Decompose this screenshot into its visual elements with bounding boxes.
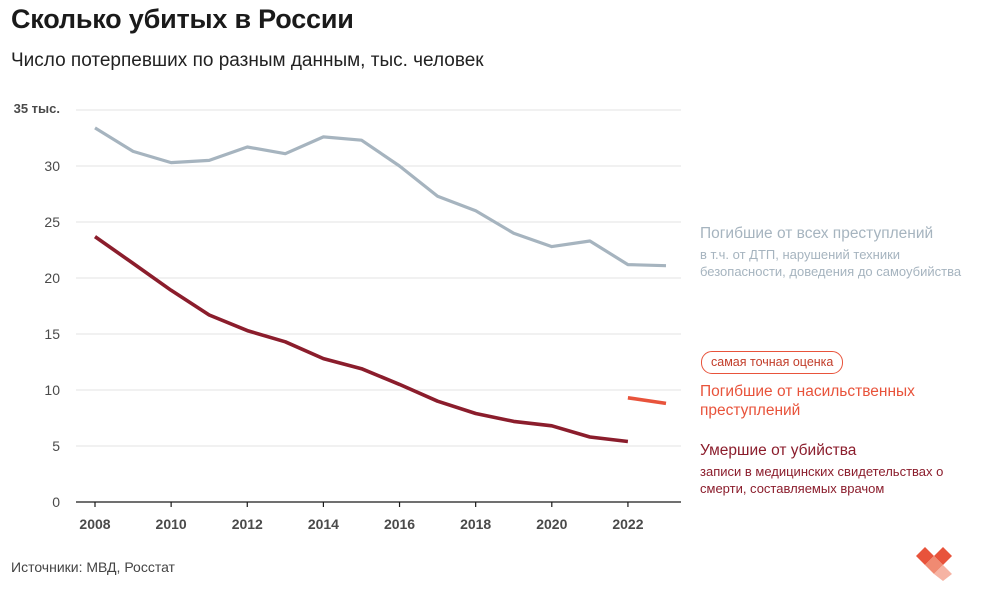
- series-line-all-crimes: [94, 126, 667, 268]
- y-axis-ticks: 0 5 10 15 20 25 30 35 тыс.: [14, 101, 61, 510]
- x-tick-label: 2020: [536, 516, 567, 532]
- y-tick-label: 10: [44, 382, 60, 398]
- chart-subtitle: Число потерпевших по разным данным, тыс.…: [11, 50, 484, 71]
- series-line-violent: [627, 396, 667, 406]
- legend-murder: Умершие от убийства записи в медицинских…: [700, 441, 980, 497]
- legend-violent: Погибшие от насильственных преступлений: [700, 382, 970, 420]
- y-tick-label: 20: [44, 270, 60, 286]
- y-tick-label: 30: [44, 158, 60, 174]
- x-tick-label: 2012: [232, 516, 263, 532]
- series-lines: [93, 126, 667, 444]
- x-tick-label: 2016: [384, 516, 415, 532]
- series-line-murder: [93, 235, 629, 444]
- best-estimate-badge: самая точная оценка: [701, 351, 844, 374]
- grid-lines: [76, 109, 681, 503]
- y-tick-label: 15: [44, 326, 60, 342]
- y-tick-label: 0: [52, 494, 60, 510]
- legend-all-crimes-note: в т.ч. от ДТП, нарушений техники безопас…: [700, 247, 962, 279]
- x-tick-label: 2014: [308, 516, 339, 532]
- legend-all-crimes: Погибшие от всех преступлений в т.ч. от …: [700, 224, 970, 280]
- y-tick-label: 35 тыс.: [14, 101, 60, 116]
- legend-murder-note: записи в медицинских свидетельствах о см…: [700, 464, 944, 496]
- x-tick-label: 2022: [612, 516, 643, 532]
- y-tick-label: 5: [52, 438, 60, 454]
- x-axis-ticks: 2008 2010 2012 2014 2016 2018 2020 2022: [79, 502, 644, 532]
- x-tick-label: 2010: [156, 516, 187, 532]
- brand-logo-icon: [916, 547, 952, 581]
- y-tick-label: 25: [44, 214, 60, 230]
- legend-all-crimes-label: Погибшие от всех преступлений: [700, 225, 934, 242]
- x-tick-label: 2018: [460, 516, 491, 532]
- legend-murder-label: Умершие от убийства: [700, 442, 857, 459]
- chart-title: Сколько убитых в России: [11, 4, 354, 34]
- source-note: Источники: МВД, Росстат: [11, 559, 175, 575]
- legend-violent-label: Погибшие от насильственных преступлений: [700, 383, 915, 419]
- x-tick-label: 2008: [79, 516, 110, 532]
